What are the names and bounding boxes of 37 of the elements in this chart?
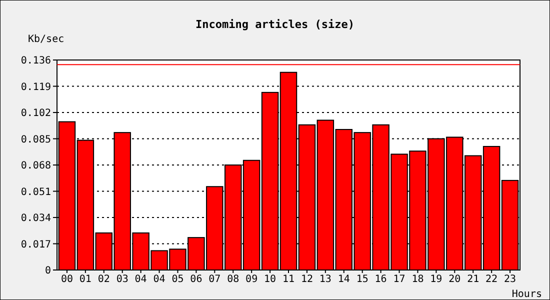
- x-tick-label: 08: [227, 274, 240, 285]
- y-axis-title: Kb/sec: [28, 34, 64, 45]
- x-tick-label: 15: [356, 274, 368, 285]
- y-tick-label: 0.085: [20, 134, 51, 146]
- x-tick-label: 09: [246, 274, 258, 285]
- x-tick-label: 10: [264, 274, 276, 285]
- x-tick-label: 07: [208, 274, 221, 285]
- x-tick-label: 19: [430, 274, 442, 285]
- x-tick-label: 06: [190, 274, 202, 285]
- y-tick-label: 0.017: [20, 239, 51, 250]
- x-tick-label: 01: [79, 274, 92, 285]
- chart-title: Incoming articles (size): [196, 18, 354, 31]
- x-tick-label: 04: [153, 274, 166, 285]
- x-tick-label: 21: [467, 274, 480, 285]
- y-tick-label: 0.034: [20, 213, 51, 224]
- x-tick-label: 05: [172, 274, 184, 285]
- y-tick-label: 0.051: [20, 186, 51, 198]
- x-tick-label: 02: [98, 274, 110, 285]
- x-tick-label: 12: [300, 274, 313, 285]
- y-tick-label: 0.068: [20, 160, 51, 172]
- y-tick-label: 0: [44, 266, 51, 276]
- x-tick-label: 03: [116, 274, 128, 285]
- y-tick-label: 0.102: [20, 108, 51, 119]
- x-tick-label: 11: [282, 274, 295, 285]
- x-tick-label: 00: [60, 274, 73, 285]
- x-tick-label: 23: [504, 274, 516, 285]
- x-tick-label: 22: [486, 274, 498, 285]
- x-tick-label: 20: [448, 274, 461, 285]
- x-tick-label: 18: [412, 274, 424, 285]
- x-axis-title: Hours: [512, 289, 542, 300]
- x-tick-label: 16: [374, 274, 387, 285]
- y-tick-label: 0.136: [20, 56, 51, 66]
- x-tick-label: 04: [134, 274, 147, 285]
- x-tick-label: 13: [319, 274, 332, 285]
- x-tick-label: 17: [393, 274, 406, 285]
- y-tick-label: 0.119: [20, 82, 51, 93]
- x-tick-label: 14: [338, 274, 350, 285]
